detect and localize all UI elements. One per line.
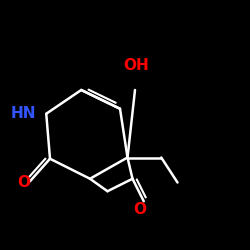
- Text: OH: OH: [124, 58, 150, 72]
- Text: O: O: [134, 202, 146, 218]
- Text: O: O: [17, 175, 30, 190]
- Text: HN: HN: [11, 106, 36, 121]
